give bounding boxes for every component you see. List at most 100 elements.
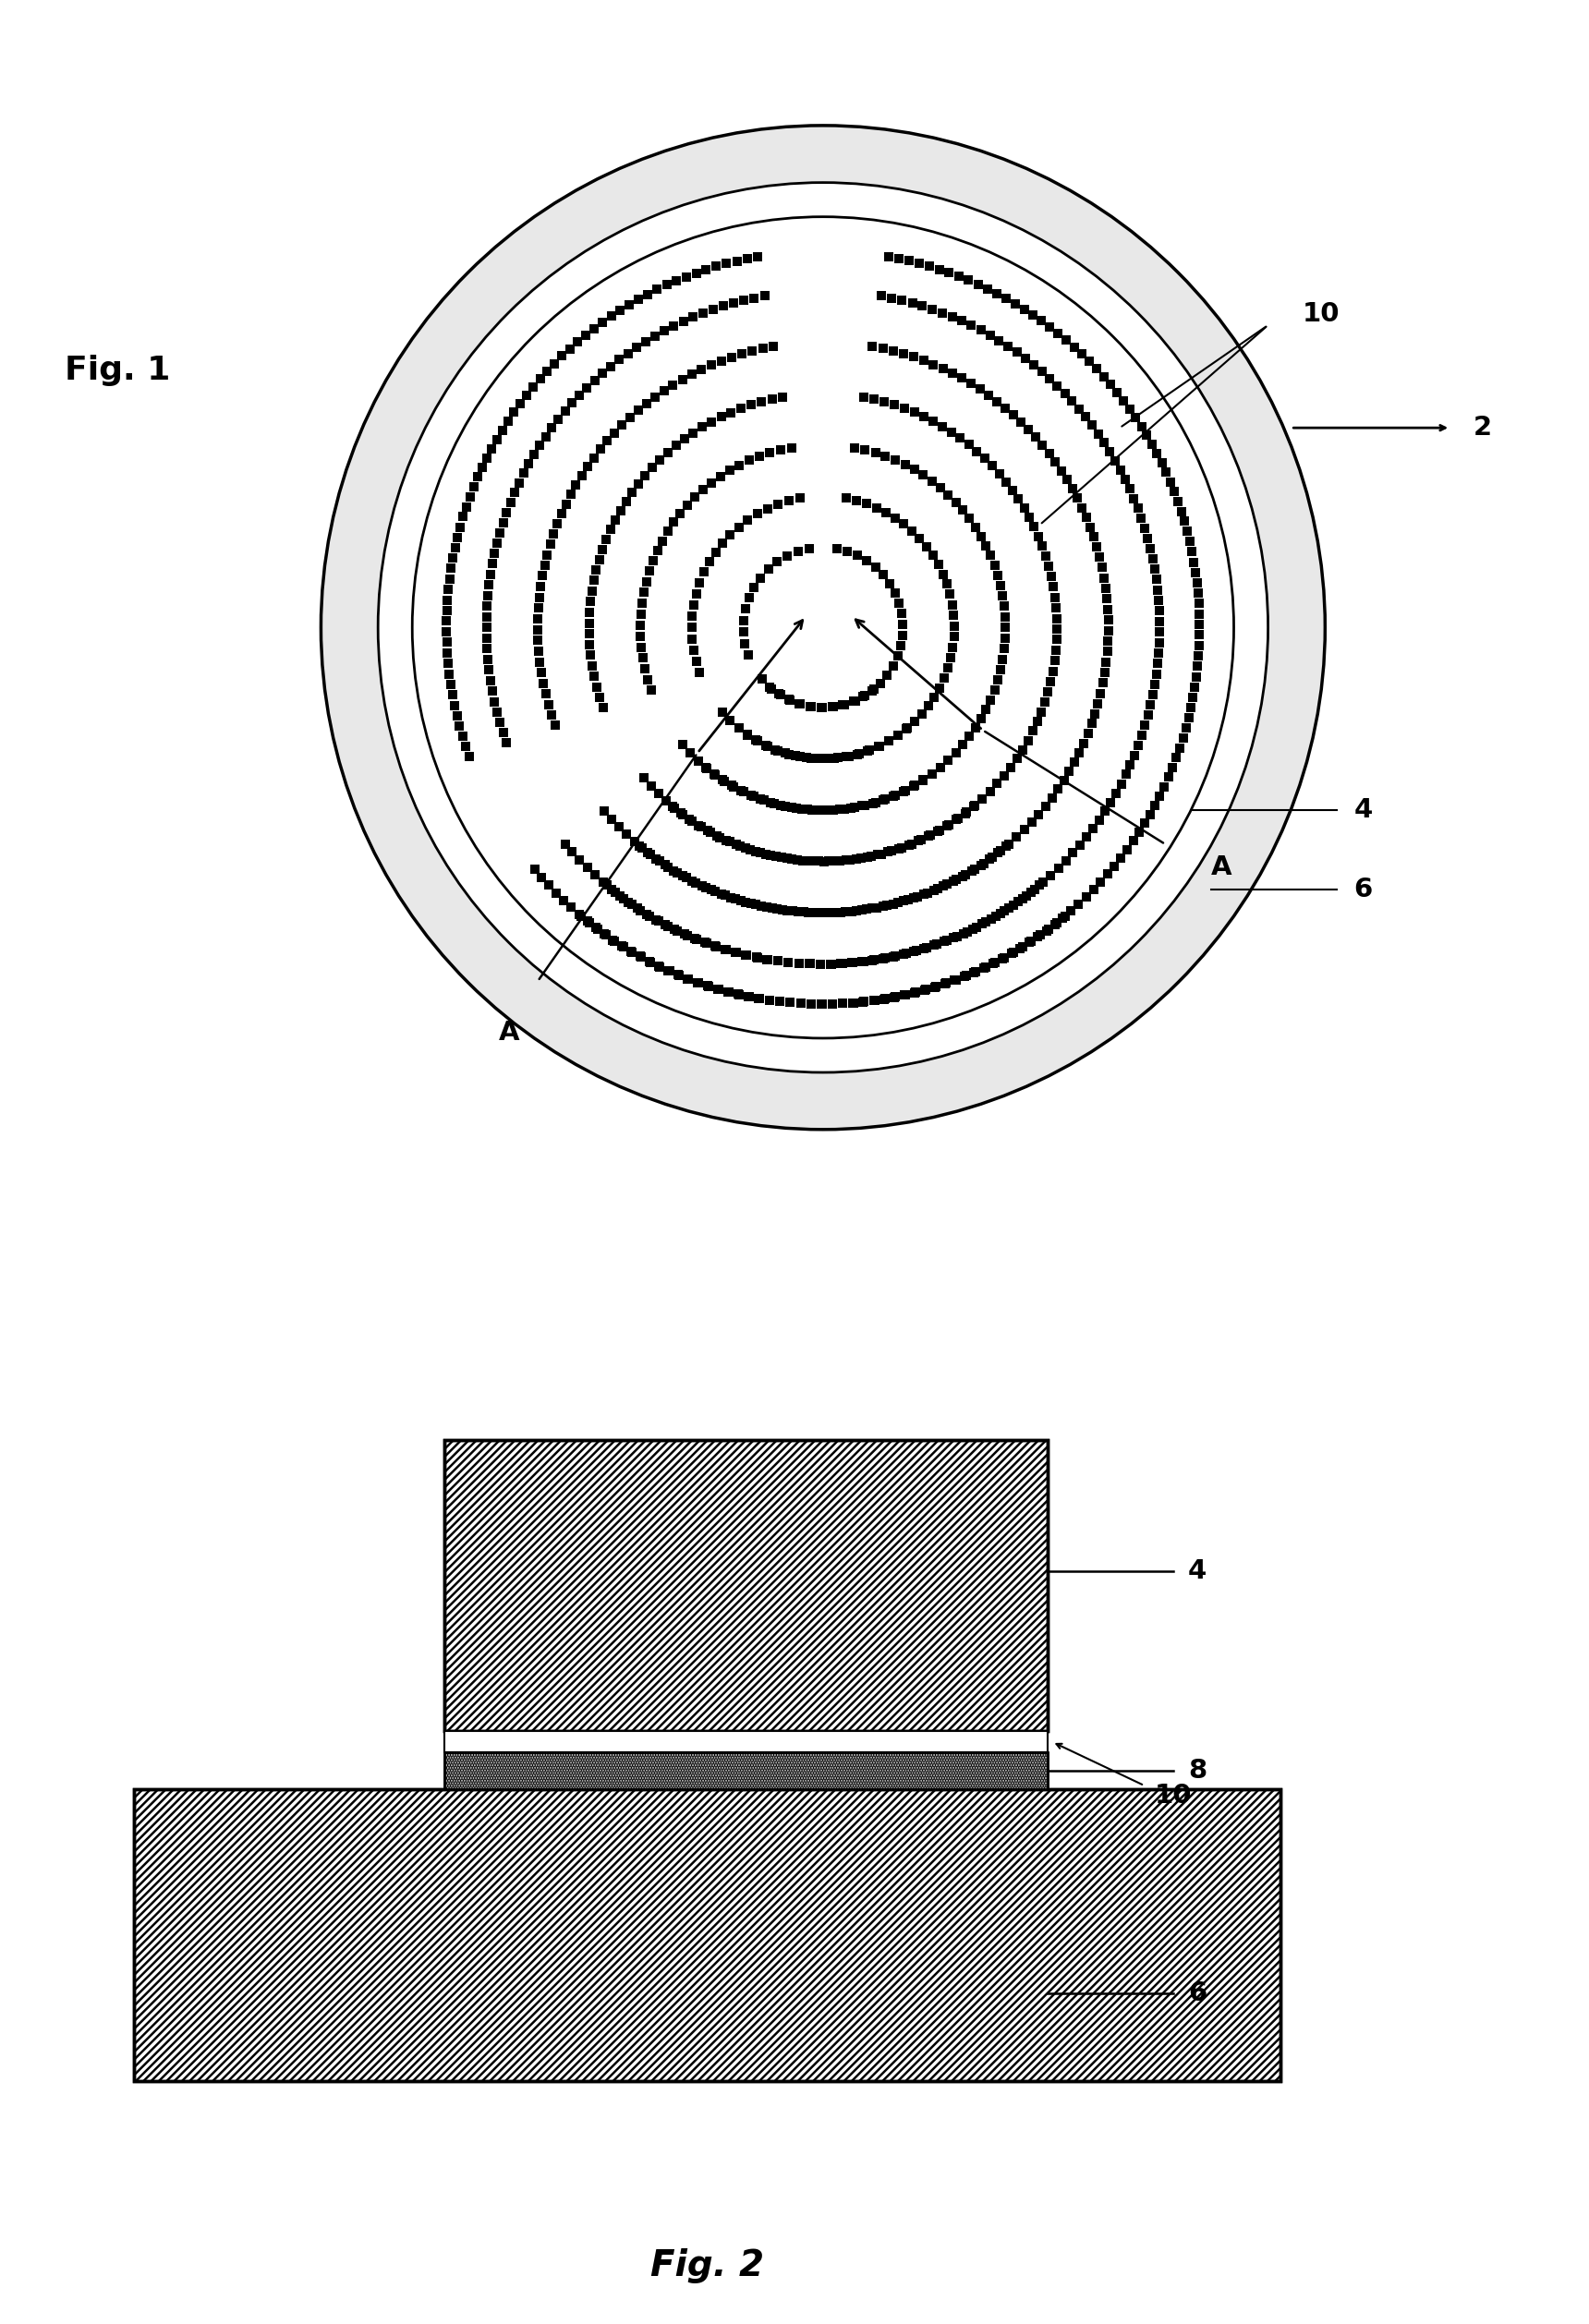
Point xyxy=(485,693,510,730)
Point xyxy=(977,537,1003,574)
Point xyxy=(621,823,647,860)
Point xyxy=(901,393,926,430)
Point xyxy=(772,788,798,825)
Point xyxy=(1012,339,1038,376)
Point xyxy=(841,983,866,1020)
Point xyxy=(910,397,936,435)
Point xyxy=(688,809,713,846)
Point xyxy=(599,799,624,837)
Point xyxy=(558,888,583,925)
Point xyxy=(891,335,917,372)
Point xyxy=(852,983,877,1020)
Point xyxy=(644,841,669,878)
Point xyxy=(566,323,591,360)
Point xyxy=(901,339,926,376)
Point xyxy=(610,927,636,964)
Point xyxy=(1050,762,1076,799)
Point xyxy=(578,583,604,621)
Point xyxy=(1028,693,1054,730)
Point xyxy=(831,985,856,1023)
Point xyxy=(1085,416,1111,453)
Point xyxy=(1015,723,1041,760)
Point xyxy=(874,493,899,530)
Point xyxy=(474,621,499,658)
Point xyxy=(926,251,952,288)
Point xyxy=(539,409,564,446)
Point xyxy=(513,376,539,414)
Point xyxy=(1127,813,1152,851)
Point xyxy=(1092,358,1117,395)
Point xyxy=(529,653,555,690)
Point xyxy=(1128,500,1154,537)
Point xyxy=(1017,925,1042,962)
Point xyxy=(590,865,615,902)
Point xyxy=(644,902,669,939)
Point xyxy=(993,462,1019,500)
Point xyxy=(926,669,952,706)
Point xyxy=(993,621,1019,658)
Point xyxy=(788,686,814,723)
Point xyxy=(680,862,706,899)
Point xyxy=(591,916,617,953)
Point xyxy=(977,772,1003,809)
Point xyxy=(1084,351,1109,388)
Point xyxy=(910,762,936,799)
Point xyxy=(671,725,696,762)
Point xyxy=(445,697,470,734)
Point xyxy=(1152,767,1177,804)
Point xyxy=(548,495,574,532)
Point xyxy=(764,890,790,927)
Point xyxy=(456,737,481,774)
Point xyxy=(996,890,1022,927)
Point xyxy=(950,858,976,895)
Point xyxy=(701,290,726,328)
Point xyxy=(453,727,478,765)
Point xyxy=(639,672,664,709)
Point xyxy=(999,472,1025,509)
Point xyxy=(1076,716,1101,753)
Point xyxy=(938,576,963,614)
Point xyxy=(582,562,607,600)
Point xyxy=(1019,874,1044,911)
Point xyxy=(779,788,804,825)
Point xyxy=(1142,788,1168,825)
Point xyxy=(1123,400,1149,437)
Point xyxy=(574,370,599,407)
Point xyxy=(748,660,774,697)
Point xyxy=(629,830,655,867)
Point xyxy=(863,783,888,820)
Point xyxy=(941,862,966,899)
Point xyxy=(591,792,617,830)
Point xyxy=(922,872,947,909)
Point xyxy=(1014,876,1039,913)
Point xyxy=(957,425,982,462)
Point xyxy=(775,944,801,981)
Point xyxy=(909,695,934,732)
Point xyxy=(988,567,1014,604)
Point xyxy=(979,839,1004,876)
Point xyxy=(540,516,566,553)
Point xyxy=(721,284,747,321)
Point xyxy=(922,969,947,1006)
Point xyxy=(852,944,877,981)
Point xyxy=(856,732,882,769)
Point xyxy=(726,446,752,483)
Point xyxy=(1114,832,1139,869)
Text: Fig. 2: Fig. 2 xyxy=(650,2247,764,2282)
Point xyxy=(748,888,774,925)
Point xyxy=(817,792,842,830)
Text: 6: 6 xyxy=(1189,1980,1208,2006)
Point xyxy=(772,734,798,772)
Point xyxy=(936,253,961,290)
Point xyxy=(753,888,779,925)
Point xyxy=(609,407,634,444)
Point xyxy=(934,964,960,1002)
Point xyxy=(1098,783,1123,820)
Point xyxy=(944,734,969,772)
Point xyxy=(631,639,656,676)
Point xyxy=(613,483,639,521)
Point xyxy=(939,297,965,335)
Point xyxy=(985,662,1011,700)
Point xyxy=(599,872,624,909)
Point xyxy=(439,551,464,588)
